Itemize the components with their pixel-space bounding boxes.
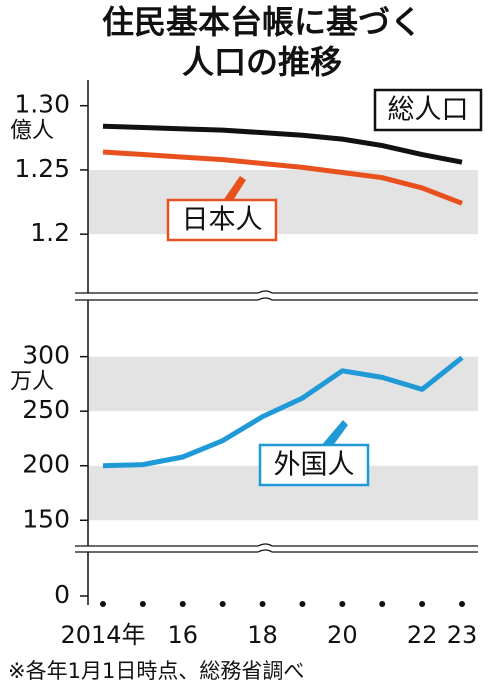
grid-band [88,169,478,235]
x-tick [419,601,426,607]
x-tick [459,601,465,607]
x-tick-label: 16 [168,621,199,649]
axis-break [75,543,478,547]
x-tick-label: 20 [327,621,358,649]
legend-label: 総人口 [388,95,469,126]
series-line [102,149,463,206]
label-box [166,198,278,242]
unit-label: 万人 [10,370,54,395]
x-tick [379,601,386,607]
x-tick [139,601,146,607]
y-tick-label: 200 [22,450,70,479]
x-tick [259,601,266,607]
series-line [102,123,463,165]
x-tick-label: 18 [247,621,278,649]
axis-break [75,290,478,294]
y-tick-label: 250 [22,395,70,424]
unit-label: 億人 [10,119,54,144]
axis-break [75,549,478,553]
y-tick-label: 1.30 [14,90,70,119]
callout [320,420,348,447]
title-line: 人口の推移 [182,43,342,81]
grid-band [88,356,478,412]
x-tick [339,601,346,607]
label-box [258,443,370,487]
axis-break [75,297,478,301]
series-line [102,355,464,469]
y-tick-label: 300 [22,341,70,370]
x-tick [219,601,226,607]
legend-label: 外国人 [274,450,355,481]
x-tick-label: 2014年 [60,621,145,649]
y-tick-label: 150 [22,504,70,533]
title-line: 住民基本台帳に基づく [102,3,422,41]
x-tick-label: 22 [407,621,438,649]
y-tick-label: 0 [54,580,70,609]
footnote: ※各年1月1日時点、総務省調べ [8,659,304,683]
y-tick-label: 1.25 [14,154,70,183]
y-tick-label: 1.2 [30,218,70,247]
x-tick [179,601,186,607]
x-tick [299,601,306,607]
label-box [373,88,483,132]
x-tick-label: 23 [447,621,478,649]
callout [222,176,246,202]
x-tick [100,601,106,607]
legend-label: 日本人 [182,205,263,236]
